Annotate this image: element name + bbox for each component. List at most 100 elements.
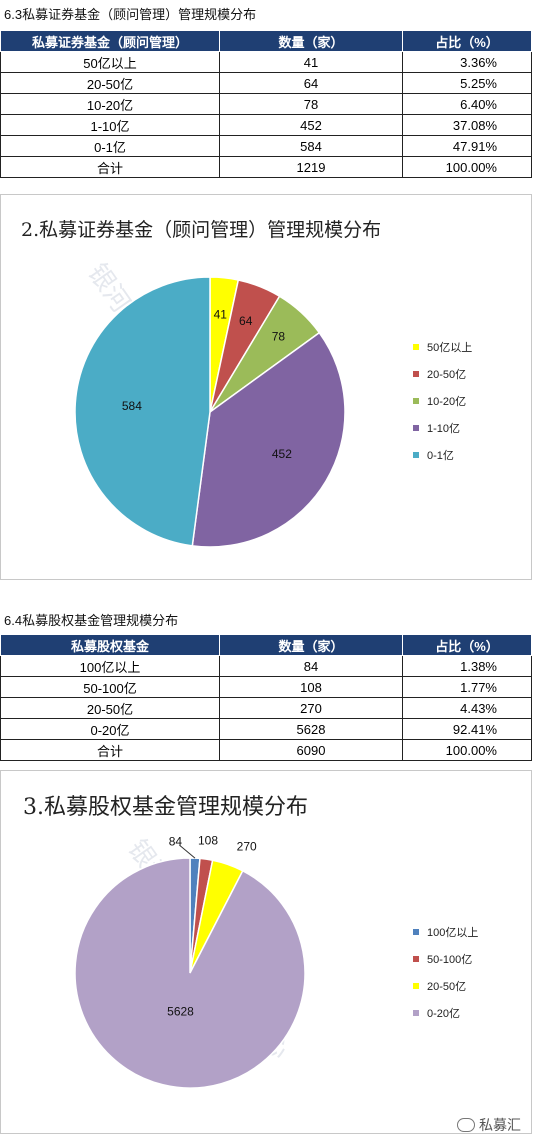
table-row-total: 合计 1219 100.00% <box>0 156 532 178</box>
data-label: 84 <box>169 834 183 848</box>
cell-count: 64 <box>219 72 403 94</box>
chart2-title: 3.私募股权基金管理规模分布 <box>23 795 308 820</box>
cell-count: 78 <box>219 93 403 115</box>
cell-count: 6090 <box>219 739 403 761</box>
legend-swatch <box>413 955 419 962</box>
cell-share: 5.25% <box>402 72 532 94</box>
cell-share: 4.43% <box>402 697 532 719</box>
legend-swatch <box>413 451 419 458</box>
wechat-icon <box>457 1118 475 1132</box>
brand-mark: 私募汇 <box>457 1115 521 1135</box>
cell-category: 10-20亿 <box>0 93 220 115</box>
table-row: 1-10亿 452 37.08% <box>0 114 532 136</box>
cell-share: 6.40% <box>402 93 532 115</box>
header-count: 数量（家） <box>219 30 403 52</box>
cell-category: 20-50亿 <box>0 697 220 719</box>
cell-share: 100.00% <box>402 739 532 761</box>
header-share: 占比（%） <box>402 30 532 52</box>
cell-count: 5628 <box>219 718 403 740</box>
table-row: 100亿以上 84 1.38% <box>0 655 532 677</box>
header-count: 数量（家） <box>219 634 403 656</box>
pie2-svg: 84 108 270 5628 <box>74 833 306 1089</box>
chart1-title: 2.私募证券基金（顾问管理）管理规模分布 <box>21 219 382 241</box>
legend-label: 100亿以上 <box>427 926 479 939</box>
cell-count: 41 <box>219 51 403 73</box>
cell-share: 92.41% <box>402 718 532 740</box>
cell-share: 1.38% <box>402 655 532 677</box>
legend-swatch <box>413 928 419 935</box>
cell-category: 合计 <box>0 739 220 761</box>
legend-swatch <box>413 424 419 431</box>
table-row-total: 合计 6090 100.00% <box>0 739 532 761</box>
legend-swatch <box>413 397 419 404</box>
data-label: 5628 <box>167 1004 194 1018</box>
legend-label: 50亿以上 <box>427 341 473 354</box>
legend-item: 50-100亿 <box>413 945 478 972</box>
cell-share: 37.08% <box>402 114 532 136</box>
cell-share: 47.91% <box>402 135 532 157</box>
cell-category: 合计 <box>0 156 220 178</box>
cell-category: 0-20亿 <box>0 718 220 740</box>
legend-item: 1-10亿 <box>413 414 472 441</box>
equity-fund-table: 私募股权基金 数量（家） 占比（%） 100亿以上 84 1.38% 50-100亿… <box>0 634 532 761</box>
legend-swatch <box>413 370 419 377</box>
legend-item: 100亿以上 <box>413 918 478 945</box>
cell-count: 1219 <box>219 156 403 178</box>
legend-label: 1-10亿 <box>427 422 461 435</box>
data-label: 270 <box>237 839 257 853</box>
legend-item: 10-20亿 <box>413 387 472 414</box>
legend-item: 20-50亿 <box>413 972 478 999</box>
table-row: 20-50亿 64 5.25% <box>0 72 532 94</box>
securities-fund-table: 私募证券基金（顾问管理） 数量（家） 占比（%） 50亿以上 41 3.36% 20… <box>0 30 532 178</box>
legend-swatch <box>413 343 419 350</box>
data-label: 584 <box>122 399 142 413</box>
data-label: 64 <box>239 314 253 328</box>
pie-slice-0-1亿 <box>74 276 211 547</box>
table-row: 10-20亿 78 6.40% <box>0 93 532 115</box>
legend-item: 20-50亿 <box>413 360 472 387</box>
leader-line <box>179 844 196 859</box>
cell-count: 584 <box>219 135 403 157</box>
pie-slice-1-10亿 <box>191 331 346 548</box>
data-label: 41 <box>214 308 228 322</box>
section1-title: 6.3私募证券基金（顾问管理）管理规模分布 <box>4 7 257 22</box>
legend-swatch <box>413 1009 419 1016</box>
pie1-svg: 41 64 78 452 584 <box>74 276 346 548</box>
legend-label: 10-20亿 <box>427 395 467 408</box>
cell-category: 20-50亿 <box>0 72 220 94</box>
cell-count: 84 <box>219 655 403 677</box>
table-row: 50亿以上 41 3.36% <box>0 51 532 73</box>
legend-item: 0-20亿 <box>413 999 478 1026</box>
table-row: 20-50亿 270 4.43% <box>0 697 532 719</box>
cell-category: 1-10亿 <box>0 114 220 136</box>
legend-item: 50亿以上 <box>413 333 472 360</box>
table-row: 0-20亿 5628 92.41% <box>0 718 532 740</box>
legend-item: 0-1亿 <box>413 441 472 468</box>
brand-name: 私募汇 <box>479 1117 521 1133</box>
header-category: 私募股权基金 <box>0 634 220 656</box>
table-header-row: 私募证券基金（顾问管理） 数量（家） 占比（%） <box>0 30 532 52</box>
data-label: 452 <box>272 447 292 461</box>
legend-label: 50-100亿 <box>427 953 473 966</box>
pie-slice-0-20亿 <box>74 857 306 1089</box>
cell-category: 0-1亿 <box>0 135 220 157</box>
cell-count: 270 <box>219 697 403 719</box>
header-category: 私募证券基金（顾问管理） <box>0 30 220 52</box>
chart1-legend: 50亿以上 20-50亿 10-20亿 1-10亿 0-1亿 <box>413 333 472 468</box>
data-label: 108 <box>198 833 218 847</box>
legend-label: 20-50亿 <box>427 980 467 993</box>
cell-share: 3.36% <box>402 51 532 73</box>
cell-category: 50亿以上 <box>0 51 220 73</box>
cell-count: 452 <box>219 114 403 136</box>
chart2-legend: 100亿以上 50-100亿 20-50亿 0-20亿 <box>413 918 478 1026</box>
securities-fund-pie-chart: 银河证券基金研究中心 2.私募证券基金（顾问管理）管理规模分布 41647845… <box>0 194 532 580</box>
legend-swatch <box>413 982 419 989</box>
legend-label: 20-50亿 <box>427 368 467 381</box>
table-header-row: 私募股权基金 数量（家） 占比（%） <box>0 634 532 656</box>
cell-category: 50-100亿 <box>0 676 220 698</box>
section2-title: 6.4私募股权基金管理规模分布 <box>4 613 179 628</box>
cell-count: 108 <box>219 676 403 698</box>
data-label: 78 <box>272 330 286 344</box>
legend-label: 0-20亿 <box>427 1007 461 1020</box>
